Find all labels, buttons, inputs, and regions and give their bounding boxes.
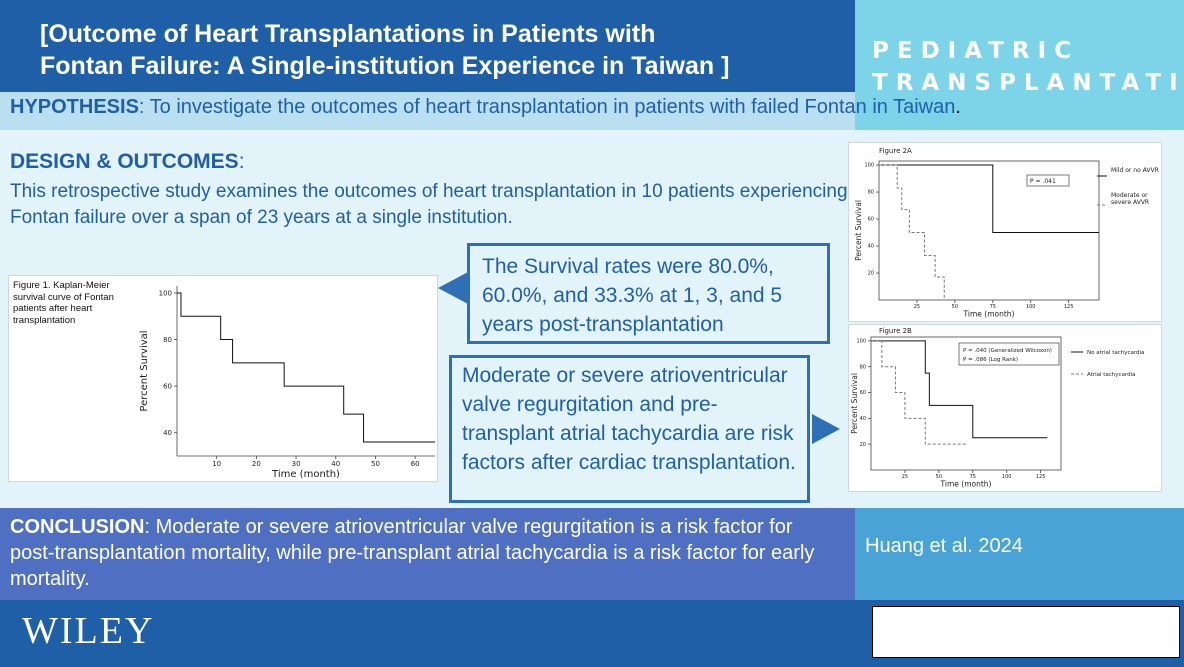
x-tick-label: 60 <box>411 460 420 468</box>
legend-label-2: Atrial tachycardia <box>1087 372 1136 378</box>
figure-1-chart: Figure 1. Kaplan-Meier survival curve of… <box>13 280 435 480</box>
hypothesis-end: . <box>955 96 961 118</box>
y-tick-label: 20 <box>868 271 874 277</box>
left-arrow-icon <box>438 272 468 304</box>
design-heading: DESIGN & OUTCOMES: <box>10 150 245 174</box>
survival-curve-1 <box>871 340 1048 439</box>
design-heading-label: DESIGN & OUTCOMES <box>10 150 239 173</box>
y-axis-label: Percent Survival <box>854 200 863 261</box>
hypothesis: HYPOTHESIS: To investigate the outcomes … <box>10 96 961 119</box>
p-value-text-1: P = .040 (Generalized Wilcoxon) <box>963 348 1052 354</box>
figure-2b-caption: Figure 2B <box>879 327 912 335</box>
x-tick-label: 50 <box>936 474 942 480</box>
y-tick-label: 80 <box>163 336 172 344</box>
design-heading-colon: : <box>238 150 245 173</box>
p-value-box <box>1026 174 1070 187</box>
conclusion-label: CONCLUSION <box>10 516 145 538</box>
x-tick-label: 30 <box>292 460 301 468</box>
figure-2a-caption: Figure 2A <box>879 147 912 155</box>
y-tick-label: 20 <box>860 442 866 448</box>
journal-name-line-2: TRANSPLANTATION <box>872 70 1184 96</box>
hypothesis-bar <box>0 92 855 130</box>
figure-1: Figure 1. Kaplan-Meier survival curve of… <box>8 275 438 482</box>
title-line-2: Fontan Failure: A Single-institution Exp… <box>40 52 730 80</box>
title-line-1: [Outcome of Heart Transplantations in Pa… <box>40 20 656 48</box>
y-tick-label: 40 <box>868 244 874 250</box>
survival-curve-2 <box>871 340 966 445</box>
x-tick-label: 75 <box>970 474 976 480</box>
blank-box <box>872 606 1180 658</box>
right-arrow-icon <box>812 414 840 444</box>
figure-2b-chart: 25 50 75 100 125 20 40 60 80 100 Time (month) Perce… <box>850 327 1144 489</box>
conclusion-text: : Moderate or severe atrioventricular va… <box>10 516 815 590</box>
survival-curve-1 <box>177 292 435 443</box>
journal-box <box>855 0 1184 130</box>
figure-2b: 25 50 75 100 125 20 40 60 80 100 Time (month) Perce… <box>848 324 1162 492</box>
legend-text-2: Moderate or severe AVVR <box>1111 192 1150 206</box>
figure-2a: 25 50 75 100 125 20 40 60 80 100 Time (month) Perce… <box>848 142 1162 322</box>
x-axis-label: Time (month) <box>940 480 992 489</box>
design-text: This retrospective study examines the ou… <box>10 181 848 228</box>
x-tick-label: 100 <box>1002 474 1012 480</box>
publisher-logo: WILEY <box>22 610 155 652</box>
y-tick-label: 40 <box>860 416 866 422</box>
figure-2a-chart: 25 50 75 100 125 20 40 60 80 100 Time (month) Perce… <box>854 147 1159 319</box>
y-axis-label: Percent Survival <box>850 373 859 434</box>
author-bar <box>855 508 1184 600</box>
author-citation: Huang et al. 2024 <box>865 535 1023 557</box>
p-value-text: P = .041 <box>1030 178 1056 185</box>
poster-title: [Outcome of Heart Transplantations in Pa… <box>40 18 840 82</box>
y-tick-label: 100 <box>864 163 874 169</box>
x-tick-label: 100 <box>1026 304 1036 310</box>
x-tick-label: 25 <box>914 304 920 310</box>
y-tick-label: 80 <box>860 364 866 370</box>
risk-factor-callout: Moderate or severe atrioventricular valv… <box>449 355 810 503</box>
conclusion: CONCLUSION: Moderate or severe atriovent… <box>10 514 840 592</box>
title-banner <box>0 0 855 92</box>
y-tick-label: 100 <box>159 289 172 297</box>
journal-name-line-1: PEDIATRIC <box>872 38 1080 64</box>
x-tick-label: 125 <box>1064 304 1074 310</box>
legend-label-1: No atrial tachycardia <box>1087 350 1144 356</box>
hypothesis-label: HYPOTHESIS <box>10 96 139 118</box>
y-tick-label: 80 <box>868 190 874 196</box>
survival-curve-2 <box>879 164 945 300</box>
x-axis-label: Time (month) <box>963 310 1015 319</box>
x-tick-label: 20 <box>252 460 261 468</box>
x-tick-label: 75 <box>990 304 996 310</box>
y-tick-label: 60 <box>860 390 866 396</box>
y-tick-label: 60 <box>868 217 874 223</box>
x-tick-label: 25 <box>902 474 908 480</box>
legend-label-1: Mild or no AVVR <box>1111 167 1159 174</box>
plot-frame <box>878 160 1100 301</box>
x-tick-label: 125 <box>1036 474 1046 480</box>
survival-callout: The Survival rates were 80.0%, 60.0%, an… <box>467 243 830 344</box>
y-axis-label: Percent Survival <box>139 330 150 411</box>
p-value-box <box>958 342 1060 366</box>
x-tick-label: 50 <box>952 304 958 310</box>
figure-1-caption: Figure 1. Kaplan-Meier survival curve of… <box>13 280 114 326</box>
x-tick-label: 50 <box>371 460 380 468</box>
conclusion-bar <box>0 508 855 600</box>
x-axis-label: Time (month) <box>271 469 340 480</box>
y-tick-label: 40 <box>163 429 172 437</box>
p-value-text-2: P = .086 (Log Rank) <box>963 357 1018 363</box>
x-tick-label: 40 <box>331 460 340 468</box>
survival-curve-1 <box>879 164 1099 234</box>
legend-text-1: Mild or no AVVR <box>1111 167 1159 174</box>
y-tick-label: 60 <box>163 382 172 390</box>
y-tick-label: 100 <box>856 339 866 345</box>
legend-label-2: Moderate or severe AVVR <box>1111 192 1150 206</box>
hypothesis-text: : To investigate the outcomes of heart t… <box>138 96 956 118</box>
plot-frame <box>870 336 1062 471</box>
x-tick-label: 10 <box>212 460 221 468</box>
